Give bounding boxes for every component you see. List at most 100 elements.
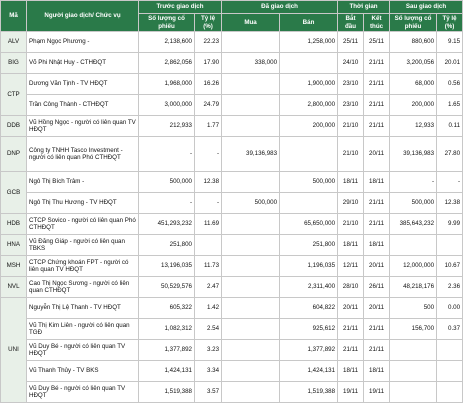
pct-before: 12.38 [193,171,223,193]
end-date: 21/11 [363,52,391,74]
header-end: Kết thúc [363,13,391,32]
sell-qty [279,136,339,172]
qty-after: - [389,171,438,193]
pct-after: 20.01 [436,52,463,74]
pct-after: 12.38 [436,192,463,214]
end-date: 21/11 [363,192,391,214]
qty-before: 1,519,388 [138,381,195,403]
start-date: 29/10 [337,192,365,214]
header-sell: Bán [279,13,339,32]
start-date: 21/10 [337,136,365,172]
buy-qty: 39,136,983 [221,136,281,172]
table-row: CTP Dương Văn Tịnh - TV HĐQT 1,968,000 1… [0,73,463,116]
sell-qty: 1,377,892 [279,339,339,361]
header-pct-before: Tỷ lệ (%) [193,13,223,32]
qty-before: 1,424,131 [138,360,195,382]
pct-before: 11.73 [193,255,223,277]
sell-qty: 604,822 [279,297,339,319]
stock-code: GCB [0,171,27,214]
sell-qty: 200,000 [279,115,339,137]
start-date: 28/10 [337,276,365,298]
qty-after: 12,000,000 [389,255,438,277]
buy-qty [221,94,281,116]
end-date: 26/11 [363,276,391,298]
pct-before: 1.42 [193,297,223,319]
end-date: 20/11 [363,255,391,277]
header-before: Trước giao dịch [137,0,223,14]
person-name: Vũ Duy Bé - người có liên quan TV HĐQT [26,339,139,361]
qty-before: 3,000,000 [138,94,195,116]
table-row: HNA Vũ Đăng Giáp - người có liên quan TB… [0,234,463,256]
pct-after [436,234,463,256]
buy-qty [221,381,281,403]
stock-code: UNI [0,297,27,403]
pct-after: 2.36 [436,276,463,298]
sell-qty: 1,258,000 [279,31,339,53]
sell-qty [279,52,339,74]
stock-code: HNA [0,234,27,256]
person-name: Vũ Thị Kim Liên - người có liên quan TGĐ [26,318,139,340]
sell-qty: 2,311,400 [279,276,339,298]
pct-after [436,339,463,361]
table-row: NVL Cao Thị Ngọc Sương - người có liên q… [0,276,463,298]
person-name: Vũ Hồng Ngọc - người có liên quan TV HĐQ… [26,115,139,137]
start-date: 18/11 [337,234,365,256]
qty-before: 1,082,312 [138,318,195,340]
table-row: Ngô Thị Thu Hương - TV HĐQT - - 500,000 … [1,192,463,214]
pct-before: 22.23 [193,31,223,53]
sell-qty [279,192,339,214]
table-row: Vũ Duy Bé - người có liên quan TV HĐQT 1… [1,381,463,403]
pct-after: - [436,171,463,193]
table-row: ALV Phạm Ngọc Phương - 2,138,600 22.23 1… [0,31,463,53]
person-name: Ngô Thị Thu Hương - TV HĐQT [26,192,139,214]
table-row: Vũ Thanh Thủy - TV BKS 1,424,131 3.34 1,… [1,360,463,382]
person-name: CTCP Sovico - người có liên quan Phó CTH… [26,213,139,235]
sell-qty: 1,900,000 [279,73,339,95]
buy-qty [221,339,281,361]
sell-qty: 1,424,131 [279,360,339,382]
pct-after: 27.80 [436,136,463,172]
qty-after: 200,000 [389,94,438,116]
table-row: MSH CTCP Chứng khoán FPT - người có liên… [0,255,463,277]
end-date: 21/11 [363,73,391,95]
pct-before: 1.77 [193,115,223,137]
qty-before: 605,322 [138,297,195,319]
person-name: Vũ Thanh Thủy - TV BKS [26,360,139,382]
qty-before: - [138,192,195,214]
qty-before: 451,293,232 [138,213,195,235]
stock-code: CTP [0,73,27,116]
buy-qty [221,255,281,277]
stock-code: DNP [0,136,27,172]
sell-qty: 1,196,035 [279,255,339,277]
end-date: 21/11 [363,213,391,235]
header-time: Thời gian [337,0,391,14]
qty-before: 1,377,892 [138,339,195,361]
pct-after: 0.11 [436,115,463,137]
end-date: 18/11 [363,360,391,382]
start-date: 23/10 [337,73,365,95]
table-row: DNP Công ty TNHH Tasco Investment - ngườ… [0,136,463,172]
person-name: Võ Phi Nhật Huy - CTHĐQT [26,52,139,74]
pct-after [436,360,463,382]
qty-before: 1,968,000 [138,73,195,95]
buy-qty: 338,000 [221,52,281,74]
table-row: GCB Ngô Thị Bích Trâm - 500,000 12.38 50… [0,171,463,214]
pct-before: 3.23 [193,339,223,361]
start-date: 20/11 [337,297,365,319]
sell-qty: 1,519,388 [279,381,339,403]
start-date: 23/10 [337,94,365,116]
pct-before: 24.79 [193,94,223,116]
start-date: 24/10 [337,52,365,74]
buy-qty [221,213,281,235]
person-name: Công ty TNHH Tasco Investment - người có… [26,136,139,172]
stock-code: ALV [0,31,27,53]
start-date: 21/10 [337,213,365,235]
end-date: 18/11 [363,171,391,193]
pct-after [436,381,463,403]
qty-after: 156,700 [389,318,438,340]
start-date: 19/11 [337,381,365,403]
buy-qty [221,318,281,340]
qty-after: 12,933 [389,115,438,137]
qty-after [389,234,438,256]
